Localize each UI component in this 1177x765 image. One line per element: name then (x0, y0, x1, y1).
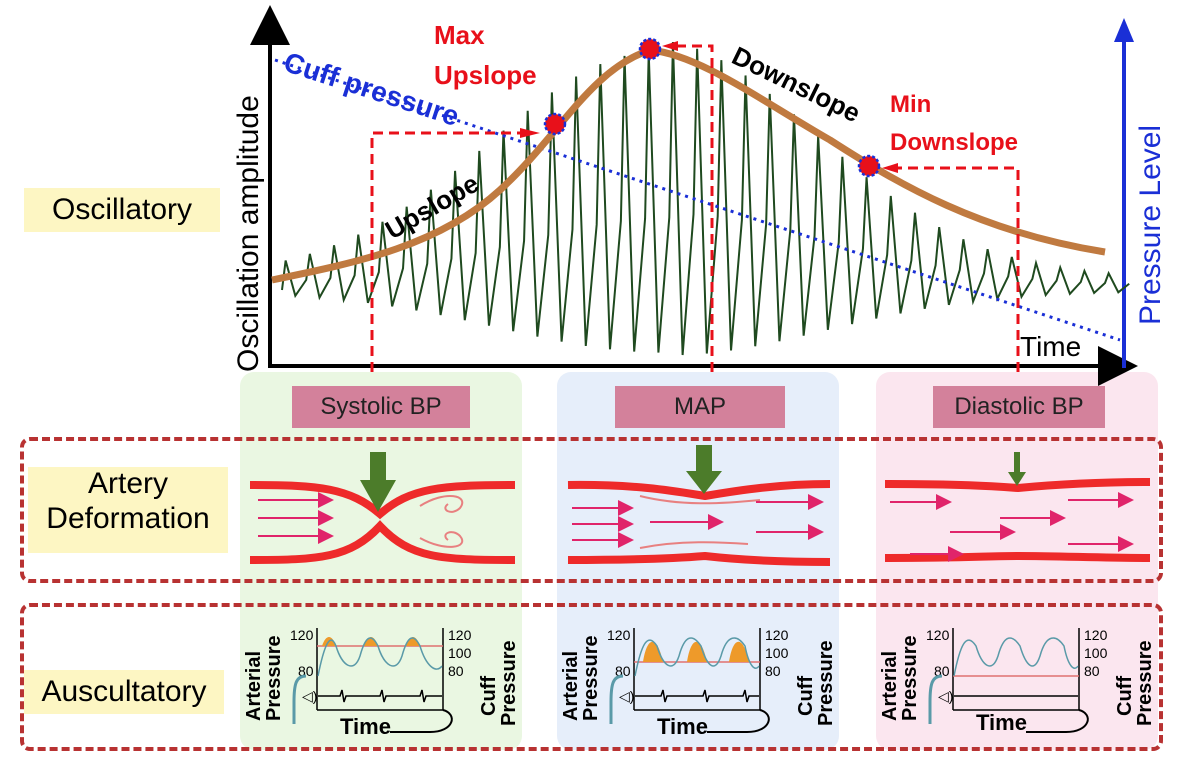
ausc-tick-120-l: 120 (926, 627, 950, 643)
ausc-tick-100-r: 100 (765, 645, 789, 661)
ausc-speaker-icon: ◁) (302, 688, 317, 704)
ausc-left-label-1: Arterial (879, 651, 901, 721)
auscultatory-systolic: Arterial Pressure Cuff Pressure 120 80 1… (243, 627, 520, 739)
systolic-guide (370, 131, 530, 372)
map-guide (670, 44, 714, 372)
ausc-tick-100-r: 100 (1084, 645, 1108, 661)
row-label-artery-line1: Artery (87, 467, 168, 500)
row-label-artery: Artery Deformation (28, 467, 228, 553)
artery-systolic (249, 452, 516, 564)
ausc-left-label-2: Pressure (580, 635, 602, 721)
ausc-right-label-2: Pressure (498, 640, 520, 726)
oscillatory-plot: Oscillation amplitude Time Pressure Leve… (232, 5, 1167, 386)
row-label-auscultatory: Auscultatory (24, 670, 224, 714)
y-axis-label: Oscillation amplitude (232, 95, 265, 372)
ausc-right-label-2: Pressure (815, 640, 837, 726)
ausc-tick-100-r: 100 (448, 645, 472, 661)
auscultatory-row-box (20, 603, 1163, 751)
ausc-tick-80-r: 80 (448, 663, 464, 679)
ausc-time-label: Time (976, 710, 1027, 735)
ausc-tick-80-r: 80 (1084, 663, 1100, 679)
ausc-speaker-icon: ◁) (619, 688, 634, 704)
ausc-tick-80-l: 80 (615, 663, 631, 679)
ausc-right-label-2: Pressure (1134, 640, 1156, 726)
tag-diastolic-bp: Diastolic BP (933, 386, 1105, 428)
auscultatory-panels: Arterial Pressure Cuff Pressure 120 80 1… (243, 627, 1156, 739)
ausc-tick-80-l: 80 (298, 663, 314, 679)
tag-systolic-bp: Systolic BP (292, 386, 470, 428)
auscultatory-diastolic: Arterial Pressure Cuff Pressure 120 80 1… (879, 627, 1156, 735)
diastolic-guide (890, 166, 1020, 372)
ausc-tick-120-r: 120 (1084, 627, 1108, 643)
artery-illustrations (249, 445, 1151, 566)
artery-row-box (20, 437, 1163, 583)
max-upslope-marker (543, 112, 567, 136)
downslope-label: Downslope (727, 40, 865, 128)
ausc-left-label-2: Pressure (899, 635, 921, 721)
artery-diastolic (884, 452, 1151, 562)
ausc-tick-120-r: 120 (765, 627, 789, 643)
max-upslope-line2: Upslope (434, 60, 537, 90)
ausc-left-label-2: Pressure (263, 635, 285, 721)
ausc-right-label-1: Cuff (1114, 676, 1136, 716)
artery-map (567, 445, 831, 566)
ausc-right-label-1: Cuff (478, 676, 500, 716)
ausc-tick-120-l: 120 (607, 627, 631, 643)
ausc-time-label: Time (340, 714, 391, 739)
ausc-tick-120-l: 120 (290, 627, 314, 643)
ausc-tick-120-r: 120 (448, 627, 472, 643)
ausc-time-label: Time (657, 714, 708, 739)
min-downslope-marker (857, 154, 881, 178)
row-label-artery-line2: Deformation (46, 501, 210, 535)
map-marker (638, 37, 662, 61)
max-upslope-line1: Max (434, 20, 485, 50)
auscultatory-map: Arterial Pressure Cuff Pressure 120 80 1… (560, 627, 837, 739)
tag-map: MAP (615, 386, 785, 428)
ausc-left-label-1: Arterial (243, 651, 265, 721)
min-downslope-line1: Min (890, 91, 931, 118)
ausc-right-label-1: Cuff (795, 676, 817, 716)
x-axis-label: Time (1020, 331, 1081, 362)
ausc-tick-80-l: 80 (934, 663, 950, 679)
row-label-oscillatory: Oscillatory (24, 188, 220, 232)
ausc-speaker-icon: ◁) (938, 688, 953, 704)
right-axis-label: Pressure Level (1134, 125, 1167, 325)
ausc-left-label-1: Arterial (560, 651, 582, 721)
min-downslope-line2: Downslope (890, 129, 1018, 156)
ausc-tick-80-r: 80 (765, 663, 781, 679)
